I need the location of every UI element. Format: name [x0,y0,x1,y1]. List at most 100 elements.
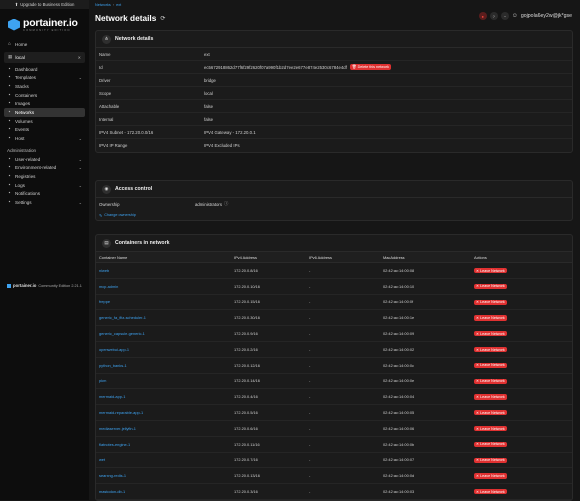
subnet-row: IPV4 Subnet - 172.20.0.0/16 IPV4 Gateway… [96,126,572,139]
change-ownership-link[interactable]: ✎ Change ownership [96,210,572,220]
sidebar-item-templates[interactable]: ▪ Templates ⌄ [0,73,89,82]
attachable-row: Attachable false [96,100,572,113]
container-name-link[interactable]: searxng-redis-1 [96,467,231,485]
driver-value: bridge [204,77,216,83]
sidebar-item-label: User-related [15,156,41,162]
leave-network-button[interactable]: ✕ Leave Network [474,473,507,479]
close-icon: ✕ [476,410,480,415]
leave-network-button[interactable]: ✕ Leave Network [474,489,507,495]
sidebar-item-home[interactable]: ⌂ Home [0,40,89,49]
sidebar-item-containers[interactable]: ▪ Containers [0,91,89,100]
leave-network-button[interactable]: ✕ Leave Network [474,425,507,432]
registries-icon: ▪ [8,174,11,180]
chevron-down-icon[interactable]: ⌄ [78,156,82,162]
chevron-down-icon[interactable]: ⌄ [78,75,82,81]
chevron-down-icon[interactable]: ⌄ [78,165,82,171]
mac-cell: 02:42:ac:14:00:09 [380,325,471,342]
container-name-link[interactable]: freppe [96,294,231,311]
leave-network-label: Leave Network [480,442,505,447]
upgrade-banner[interactable]: ⬆ Upgrade to Business Edition [0,0,89,9]
sidebar-item-registries[interactable]: ▪ Registries [0,172,89,181]
alert-icon[interactable]: ● [478,12,487,20]
leave-network-button[interactable]: ✕ Leave Network [474,315,507,321]
table-row: mermaid-reparable-app-1 172.20.0.5/16-02:… [96,404,572,421]
leave-network-button[interactable]: ✕ Leave Network [474,268,507,274]
portainer-logo[interactable]: portainer.io COMMUNITY EDITION [0,9,89,40]
username[interactable]: gojpola6ey2w@jk*gse [520,13,572,19]
ipv4-cell: 172.20.0.10/16 [231,278,306,295]
table-row: openwebui-app-1 172.20.0.2/16-02:42:ac:14… [96,341,572,358]
close-icon: ✕ [476,300,480,305]
sidebar-item-logs[interactable]: ▪ Logs ⌄ [0,181,89,190]
sidebar-item-environment-related[interactable]: ▪ Environment-related ⌄ [0,164,89,173]
close-icon[interactable]: ✕ [77,54,81,60]
container-name-link[interactable]: mastodon-db-1 [96,483,231,500]
container-name-link[interactable]: generic_fa_fitz-scheduler-1 [96,309,231,327]
sidebar-item-host[interactable]: ▪ Host ⌄ [0,134,89,143]
leave-network-button[interactable]: ✕ Leave Network [474,378,507,384]
users-icon: ▪ [8,156,11,162]
sidebar-item-stacks[interactable]: ▪ Stacks [0,82,89,91]
sidebar-item-settings[interactable]: ▪ Settings ⌄ [0,198,89,207]
ipv4-cell: 172.20.0.12/16 [231,357,306,374]
sidebar-item-label: Containers [15,92,38,98]
ipv6-cell: - [306,309,380,327]
breadcrumb-current[interactable]: ext [116,3,122,7]
table-row: generic_capsule-generic-1 172.20.0.9/16-0… [96,325,572,342]
container-name-link[interactable]: flatnotes-engine-1 [96,436,231,453]
container-name-link[interactable]: mermaid-app-1 [96,388,231,406]
leave-network-button[interactable]: ✕ Leave Network [474,331,507,337]
sidebar-item-networks[interactable]: ▪ Networks [4,108,85,117]
leave-network-button[interactable]: ✕ Leave Network [474,346,507,353]
bell-icon[interactable]: ◔ [500,12,509,20]
sidebar-item-label: Home [15,41,28,47]
container-name-link[interactable]: mermaid-reparable-app-1 [96,404,231,421]
table-row: pkm 172.20.0.14/16-02:42:ac:14:00:0e ✕ Leav… [96,373,572,390]
mac-cell: 02:42:ac:14:00:06 [380,420,471,437]
sidebar-item-user-related[interactable]: ▪ User-related ⌄ [0,155,89,164]
sidebar-item-images[interactable]: ▪ Images [0,99,89,108]
leave-network-button[interactable]: ✕ Leave Network [474,457,507,463]
ipv6-cell: - [306,483,380,500]
container-name-link[interactable]: pkm [96,373,231,390]
user-icon[interactable]: ☺ [511,13,518,19]
environment-selector[interactable]: ▦ local ✕ [4,51,85,63]
container-name-link[interactable]: python_banks-1 [96,357,231,374]
chevron-down-icon[interactable]: ⌄ [78,136,82,142]
breadcrumb-networks[interactable]: Networks [95,3,111,7]
container-name-link[interactable]: mcp-admin [96,278,231,295]
help-icon[interactable]: ? [489,12,498,20]
container-name-link[interactable]: wet [96,452,231,469]
containers-icon: ▤ [102,238,111,248]
sidebar-item-dashboard[interactable]: ▪ Dashboard [0,65,89,74]
refresh-icon[interactable]: ⟳ [160,15,166,22]
scope-label: Scope [99,90,112,96]
container-name-link[interactable]: mediaserver-jellyfin-1 [96,420,231,437]
delete-network-button[interactable]: 🗑 Delete this network [349,64,391,70]
container-name-link[interactable]: generic_capsule-generic-1 [96,325,231,342]
sidebar-item-volumes[interactable]: ▪ Volumes [0,117,89,126]
leave-network-button[interactable]: ✕ Leave Network [474,362,507,368]
sidebar-item-notifications[interactable]: ▪ Notifications [0,190,89,199]
leave-network-button[interactable]: ✕ Leave Network [474,410,507,416]
table-row: mastodon-db-1 172.20.0.3/16-02:42:ac:14:0… [96,483,572,500]
close-icon: ✕ [476,363,480,368]
sidebar-item-label: Volumes [15,118,33,124]
container-name-link[interactable]: openwebui-app-1 [96,341,231,358]
leave-network-button[interactable]: ✕ Leave Network [474,394,507,400]
leave-network-button[interactable]: ✕ Leave Network [474,283,507,289]
mac-cell: 02:42:ac:14:00:0c [380,357,471,374]
table-row: mcp-admin 172.20.0.10/16-02:42:ac:14:00:1… [96,278,572,295]
leave-network-label: Leave Network [480,300,505,305]
chevron-down-icon[interactable]: ⌄ [78,200,82,206]
ipv6-cell: - [306,388,380,406]
ipv6-cell: - [306,278,380,295]
leave-network-button[interactable]: ✕ Leave Network [474,299,507,305]
chevron-down-icon[interactable]: ⌄ [78,182,82,188]
home-icon: ⌂ [8,41,11,47]
container-name-link[interactable]: nlweb [96,262,231,279]
stacks-icon: ▪ [8,83,11,89]
sidebar-item-events[interactable]: ▪ Events [0,126,89,135]
leave-network-button[interactable]: ✕ Leave Network [474,441,507,447]
actions-cell: ✕ Leave Network [471,404,572,421]
